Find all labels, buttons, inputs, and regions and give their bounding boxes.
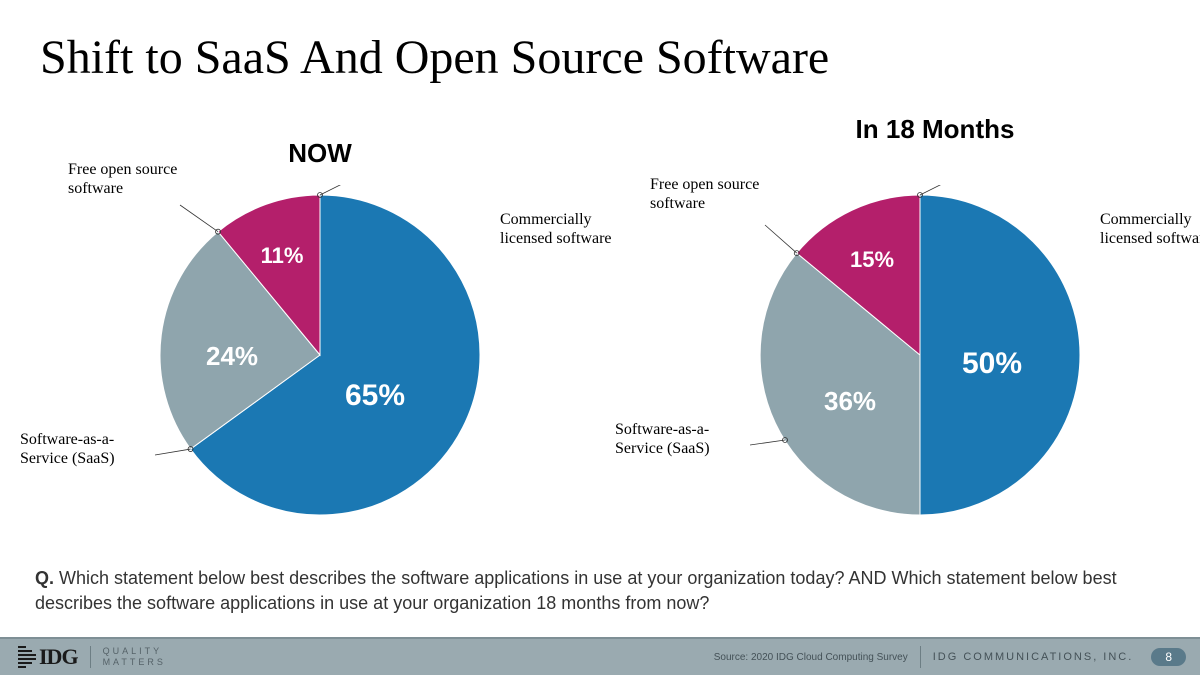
pct-commercial-2: 50% [962,347,1022,380]
pie-future-wrap: 50% 36% 15% [750,185,1090,525]
callout-saas-2: Software-as-a-Service (SaaS) [615,420,745,458]
chart-future: In 18 Months 50% 36% 15% [600,130,1200,560]
pct-saas: 24% [206,341,258,371]
callout-free-2: Free open source software [650,175,760,213]
logo-block: IDG QUALITY MATTERS [0,639,166,675]
callout-free: Free open source software [68,160,178,198]
callout-saas: Software-as-a-Service (SaaS) [20,430,150,468]
pie-now: 65% 24% 11% [150,185,490,525]
globe-icon [18,646,36,668]
slide-title: Shift to SaaS And Open Source Software [40,30,829,85]
question-prefix: Q. [35,568,54,588]
leader-saas [155,449,191,455]
page-number: 8 [1151,648,1186,666]
leader-commercial [320,185,350,195]
pie-future: 50% 36% 15% [750,185,1090,525]
pct-free-2: 15% [850,247,894,272]
pct-saas-2: 36% [824,386,876,416]
slide: Shift to SaaS And Open Source Software N… [0,0,1200,675]
chart-now: NOW 65% 24% 11% [0,130,600,560]
tagline: QUALITY MATTERS [103,646,166,669]
charts-row: NOW 65% 24% 11% [0,130,1200,560]
callout-commercial-2: Commercially licensed software [1100,210,1200,248]
chart-future-title: In 18 Months [835,115,1035,144]
footer-right: Source: 2020 IDG Cloud Computing Survey … [714,639,1200,675]
pie-now-wrap: 65% 24% 11% [150,185,490,525]
footer-bar: IDG QUALITY MATTERS Source: 2020 IDG Clo… [0,639,1200,675]
pct-commercial: 65% [345,379,405,412]
question-text: Q. Which statement below best describes … [35,566,1165,615]
chart-now-title: NOW [220,138,420,169]
idg-logo: IDG [18,644,78,670]
logo-text: IDG [39,644,78,670]
divider-icon [90,646,91,668]
company-text: IDG COMMUNICATIONS, INC. [933,651,1134,663]
divider-icon [920,646,921,668]
leader-free [180,205,218,232]
pct-free: 11% [261,243,304,268]
question-body: Which statement below best describes the… [35,568,1117,612]
source-text: Source: 2020 IDG Cloud Computing Survey [714,652,908,663]
